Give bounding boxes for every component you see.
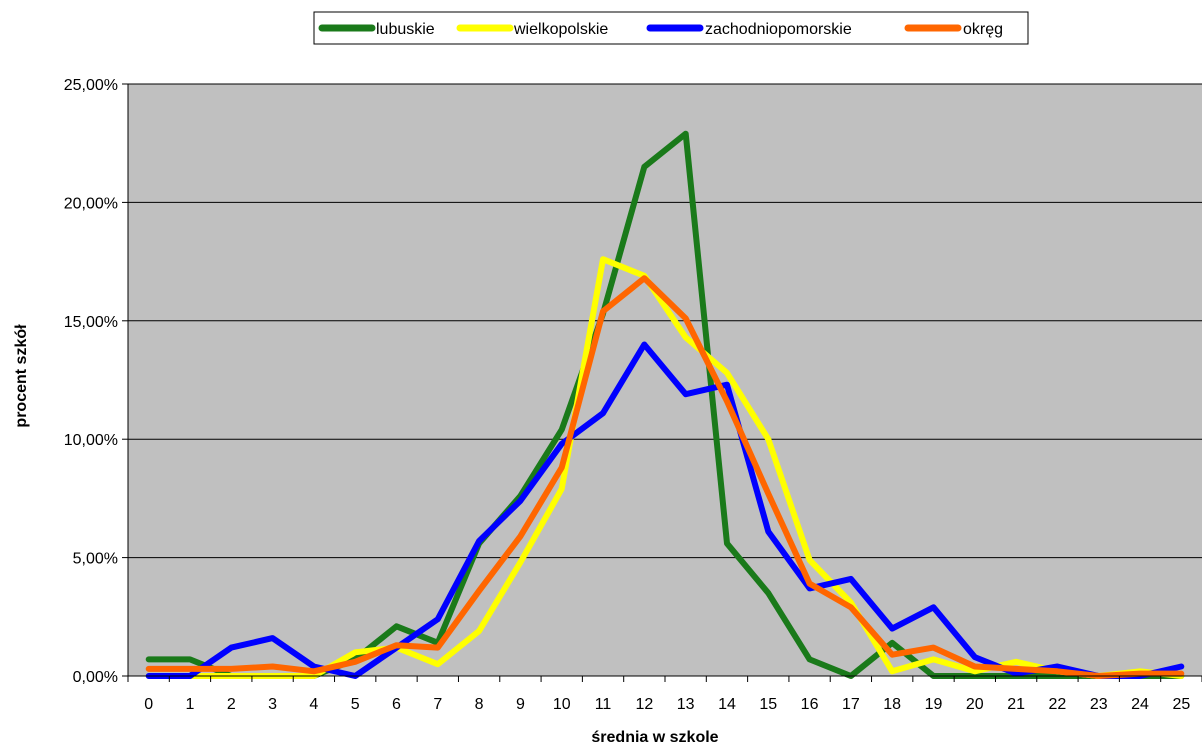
series-line-okręg xyxy=(145,275,1185,679)
x-tick-label: 6 xyxy=(392,696,401,713)
y-tick-label: 5,00% xyxy=(73,551,118,568)
gridlines xyxy=(128,83,1202,559)
x-tick-label: 11 xyxy=(595,696,612,713)
x-tick-label: 22 xyxy=(1049,696,1067,713)
x-tick-label: 5 xyxy=(351,696,360,713)
x-tick-label: 12 xyxy=(635,696,653,713)
x-tick-label: 1 xyxy=(186,696,195,713)
x-tick-label: 20 xyxy=(966,696,984,713)
y-tick-label: 20,00% xyxy=(64,195,118,212)
axes xyxy=(122,83,1202,682)
x-tick-label: 19 xyxy=(925,696,943,713)
x-tick-label: 16 xyxy=(801,696,819,713)
legend-label-okręg: okręg xyxy=(963,21,1003,38)
y-tick-labels: 0,00% 5,00% 10,00% 15,00% 20,00% 25,00% xyxy=(64,77,118,686)
x-tick-label: 25 xyxy=(1172,696,1190,713)
legend-label-wielkopolskie: wielkopolskie xyxy=(513,21,608,38)
x-tick-label: 3 xyxy=(268,696,277,713)
y-tick-label: 25,00% xyxy=(64,77,118,94)
x-tick-label: 7 xyxy=(433,696,442,713)
y-tick-label: 10,00% xyxy=(64,432,118,449)
x-tick-label: 13 xyxy=(677,696,695,713)
legend-label-zachodniopomorskie: zachodniopomorskie xyxy=(705,21,852,38)
plot-area xyxy=(128,84,1202,676)
y-tick-label: 0,00% xyxy=(73,669,118,686)
legend-label-lubuskie: lubuskie xyxy=(376,21,435,38)
y-axis-title: procent szkół xyxy=(13,324,30,428)
x-tick-label: 15 xyxy=(759,696,777,713)
x-tick-labels: 0 1 2 3 4 5 6 7 8 9 10 11 12 13 14 15 16 17 18 19 20 21 22 23 24… xyxy=(144,696,1190,713)
x-tick-label: 0 xyxy=(144,696,153,713)
x-tick-label: 17 xyxy=(842,696,860,713)
x-tick-label: 2 xyxy=(227,696,236,713)
x-tick-label: 18 xyxy=(883,696,901,713)
x-tick-label: 14 xyxy=(718,696,736,713)
x-tick-label: 23 xyxy=(1090,696,1108,713)
x-axis-title: średnia w szkole xyxy=(591,729,718,746)
x-tick-label: 9 xyxy=(516,696,525,713)
x-tick-label: 4 xyxy=(309,696,318,713)
legend: lubuskie wielkopolskie zachodniopomorskie o… xyxy=(313,11,1029,45)
x-tick-label: 8 xyxy=(475,696,484,713)
x-tick-label: 21 xyxy=(1007,696,1025,713)
x-tick-label: 10 xyxy=(553,696,571,713)
y-tick-label: 15,00% xyxy=(64,314,118,331)
x-tick-label: 24 xyxy=(1131,696,1149,713)
